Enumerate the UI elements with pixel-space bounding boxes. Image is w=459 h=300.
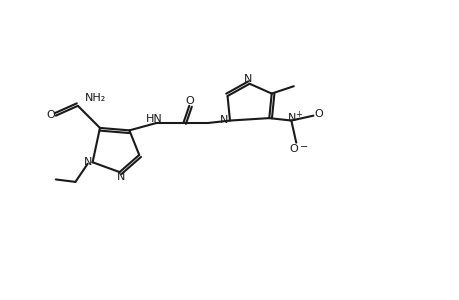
Text: HN: HN: [145, 114, 162, 124]
Text: N: N: [84, 157, 92, 167]
Text: N: N: [243, 74, 252, 84]
Text: +: +: [295, 110, 302, 119]
Text: N: N: [287, 113, 296, 123]
Text: O: O: [313, 109, 322, 119]
Text: −: −: [299, 142, 307, 152]
Text: N: N: [219, 115, 227, 124]
Text: N: N: [117, 172, 125, 182]
Text: NH₂: NH₂: [85, 94, 106, 103]
Text: O: O: [185, 96, 193, 106]
Text: O: O: [46, 110, 55, 120]
Text: O: O: [289, 143, 297, 154]
